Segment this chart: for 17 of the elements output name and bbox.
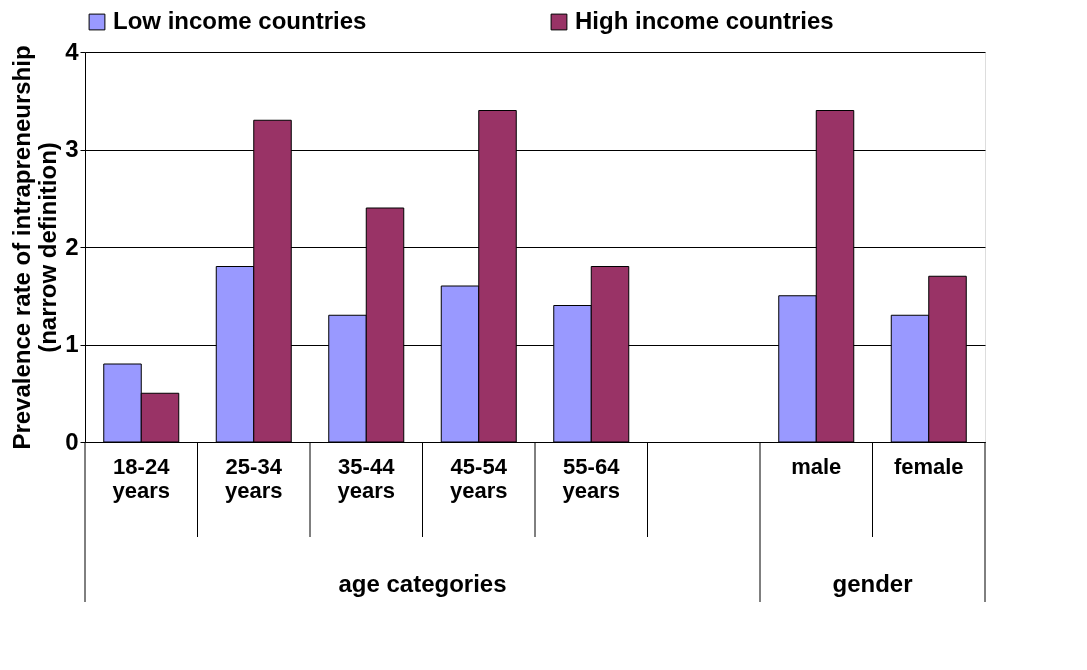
x-tick-label: 45-54 years — [449, 453, 508, 503]
x-tick-label: 25-34 years — [224, 453, 283, 503]
y-axis-title: Prevalence rate of intrapreneurship (narrow definition) — [8, 45, 62, 450]
y-tick-label: 4 — [65, 37, 80, 65]
text: age categories — [338, 570, 507, 597]
x-tick-label: 18-24 years — [112, 453, 171, 503]
y-tick-label: 0 — [65, 427, 79, 455]
x-tick-label: 55-64 years — [562, 453, 621, 503]
text: gender — [832, 570, 913, 597]
legend-label: High income countries — [575, 7, 834, 34]
legend-label: Low income countries — [113, 7, 367, 34]
x-tick-label: 35-44 years — [337, 453, 396, 503]
y-tick-label: 3 — [65, 135, 79, 162]
y-tick-label: 1 — [65, 330, 79, 357]
x-tick-label: female — [893, 453, 964, 479]
x-tick-label: male — [791, 453, 842, 479]
y-tick-label: 2 — [65, 232, 79, 260]
